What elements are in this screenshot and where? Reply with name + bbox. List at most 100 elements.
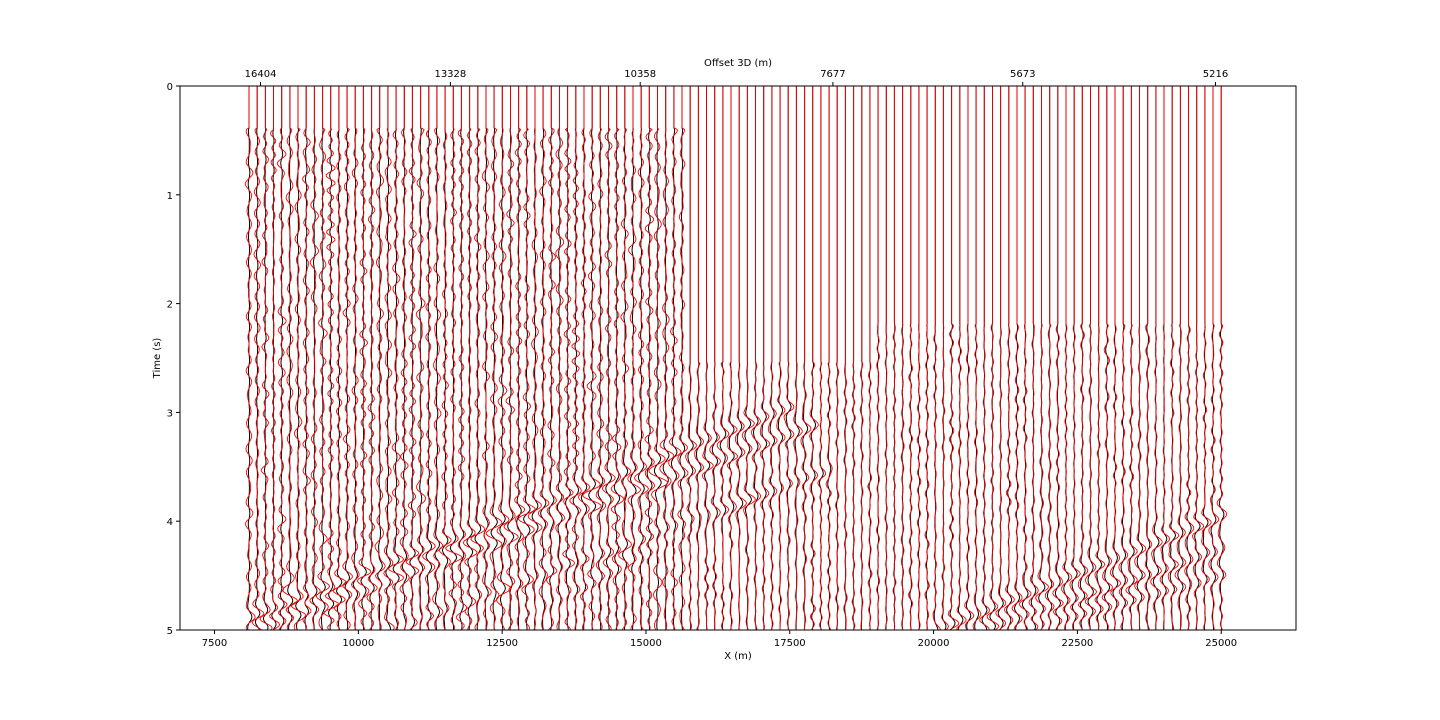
trace-red [851, 86, 856, 631]
trace-black [295, 86, 302, 631]
trace-red [916, 86, 922, 631]
trace-red [432, 86, 444, 631]
trace-black [441, 86, 449, 631]
trace-black [247, 86, 253, 631]
trace-red [438, 86, 452, 631]
trace-red [514, 86, 526, 631]
trace-red [383, 86, 395, 631]
trace-red [485, 86, 503, 631]
top-tick-label: 13328 [434, 69, 466, 80]
trace-red [1061, 86, 1073, 631]
trace-red [843, 86, 848, 631]
trace-black [679, 86, 686, 631]
trace-black [377, 86, 383, 631]
trace-red [892, 86, 897, 631]
trace-red [986, 86, 1000, 631]
trace-red [685, 86, 697, 631]
trace-red [1044, 86, 1055, 631]
trace-red [767, 86, 778, 631]
trace-red [323, 86, 340, 631]
trace-red [1101, 86, 1113, 631]
trace-red [734, 86, 747, 631]
trace-black [646, 86, 653, 631]
x-axis: 7500 10000 12500 15000 17500 20000 22500 25000 [202, 630, 1237, 649]
trace-red [495, 86, 512, 631]
trace-red [817, 86, 827, 631]
trace-red [867, 86, 873, 631]
trace-red [569, 86, 582, 630]
trace-red [601, 86, 616, 631]
plot-area [244, 86, 1228, 631]
trace-red [979, 86, 991, 631]
trace-red [244, 86, 256, 631]
trace-red [1018, 86, 1032, 630]
trace-red [1004, 86, 1015, 631]
trace-black [483, 86, 489, 630]
trace-red [924, 86, 930, 631]
trace-red [741, 86, 756, 631]
x-tick-label: 17500 [774, 638, 806, 649]
trace-black [449, 86, 458, 631]
trace-black [262, 86, 269, 631]
trace-red [726, 86, 739, 630]
trace-red [1052, 86, 1064, 631]
trace-red [470, 86, 486, 631]
trace-red [701, 86, 714, 631]
trace-red [351, 86, 361, 631]
trace-red [751, 86, 762, 631]
trace-red [1069, 86, 1081, 631]
trace-red [884, 86, 888, 631]
trace-red [1167, 86, 1180, 631]
trace-red [259, 86, 273, 631]
trace-red [555, 86, 566, 631]
trace-red [415, 86, 427, 631]
y-axis-label: Time (s) [152, 338, 163, 380]
trace-red [716, 86, 730, 631]
trace-red [1077, 86, 1089, 631]
trace-red [333, 86, 347, 631]
x-tick-label: 20000 [918, 638, 950, 649]
trace-black [736, 86, 744, 630]
x-tick-label: 12500 [486, 638, 518, 649]
trace-black [369, 86, 375, 631]
trace-red [517, 86, 536, 631]
trace-red [1191, 86, 1205, 631]
top-tick-label: 5216 [1203, 69, 1228, 80]
y-tick-label: 4 [167, 517, 173, 528]
trace-red [251, 86, 265, 631]
x-tick-label: 22500 [1061, 638, 1093, 649]
trace-red [422, 86, 436, 631]
trace-red [995, 86, 1007, 631]
trace-red [835, 86, 840, 631]
trace-red [302, 86, 312, 631]
plot-frame [179, 85, 1297, 631]
trace-red [462, 86, 478, 631]
trace-red [668, 86, 682, 630]
trace-red [578, 86, 591, 631]
trace-black [279, 86, 285, 631]
trace-red [537, 86, 550, 631]
trace-red [546, 86, 558, 631]
trace-red [793, 86, 803, 631]
trace-black [653, 86, 662, 631]
x-tick-label: 10000 [342, 638, 374, 649]
x-tick-label: 7500 [202, 638, 227, 649]
trace-red [1028, 86, 1039, 631]
trace-red [644, 86, 655, 631]
top-tick-label: 7677 [820, 69, 845, 80]
trace-red [941, 86, 949, 631]
trace-red [659, 86, 675, 631]
trace-black [516, 86, 522, 631]
trace-red [291, 86, 307, 631]
trace-red [1201, 86, 1212, 631]
trace-red [783, 86, 795, 631]
trace-red [405, 86, 420, 631]
trace-red [800, 86, 812, 631]
trace-black [1169, 86, 1177, 630]
top-tick-label: 16404 [245, 69, 277, 80]
trace-red [1118, 86, 1129, 631]
trace-red [677, 86, 689, 631]
trace-red [315, 86, 331, 631]
trace-red [374, 86, 386, 631]
trace-red [269, 86, 281, 631]
